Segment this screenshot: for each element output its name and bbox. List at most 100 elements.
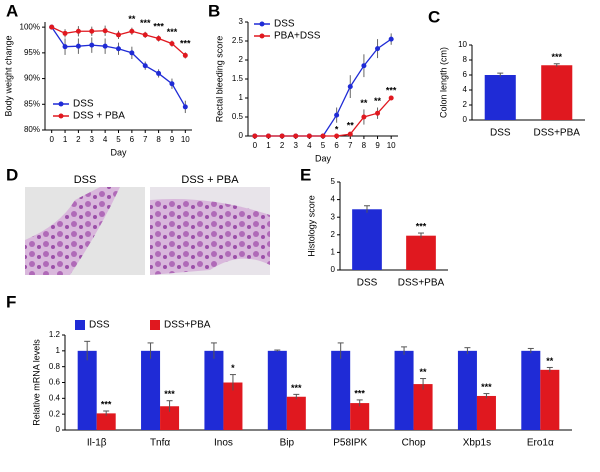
- marker: [252, 133, 258, 139]
- x-tick-label: 10: [387, 141, 396, 150]
- significance: ***: [101, 399, 112, 409]
- x-tick-label: 10: [181, 135, 190, 144]
- significance: ***: [481, 382, 492, 392]
- panel-letter: B: [208, 1, 220, 20]
- x-tick-label: 3: [294, 141, 299, 150]
- bar: [413, 384, 433, 430]
- x-tick-label: DSS: [357, 278, 378, 289]
- y-tick-label: 95%: [24, 48, 40, 57]
- x-tick-label: 1: [63, 135, 68, 144]
- y-tick-label: 0.4: [49, 393, 61, 402]
- tissue: [25, 187, 120, 275]
- marker: [49, 24, 55, 30]
- x-tick-label: 3: [90, 135, 95, 144]
- marker: [156, 35, 162, 41]
- y-tick-label: 2.5: [232, 36, 244, 45]
- series-line: [254, 38, 392, 137]
- marker: [169, 81, 175, 87]
- marker: [142, 32, 148, 38]
- marker: [265, 133, 271, 139]
- x-tick-label: Tnfα: [150, 438, 170, 449]
- marker: [116, 46, 121, 52]
- marker: [129, 50, 135, 56]
- x-tick-label: Bip: [280, 438, 295, 449]
- x-tick-label: 8: [362, 141, 367, 150]
- marker: [102, 43, 108, 49]
- series-line: [254, 97, 392, 137]
- x-tick-label: 4: [307, 141, 312, 150]
- panel-letter: F: [6, 292, 16, 311]
- y-tick-label: 1: [56, 346, 61, 355]
- significance: **: [360, 98, 368, 108]
- bar: [406, 235, 436, 270]
- y-tick-label: 4: [331, 195, 336, 204]
- legend-label: PBA+DSS: [274, 31, 321, 42]
- y-tick-label: 90%: [24, 74, 40, 83]
- bar: [352, 209, 382, 270]
- x-tick-label: Il-1β: [87, 438, 107, 449]
- marker: [156, 70, 162, 76]
- y-tick-label: 10: [458, 40, 467, 49]
- significance: **: [374, 96, 382, 106]
- significance: ***: [164, 389, 175, 399]
- x-tick-label: 7: [348, 141, 353, 150]
- significance: *: [335, 124, 339, 134]
- significance: ***: [153, 22, 164, 32]
- x-tick-label: 0: [253, 141, 258, 150]
- bar: [541, 65, 573, 120]
- legend-swatch: [259, 33, 265, 39]
- y-tick-label: 4: [463, 85, 468, 94]
- y-tick-label: 5: [331, 177, 336, 186]
- x-tick-label: DSS: [490, 128, 511, 139]
- bar: [457, 350, 477, 430]
- x-tick-label: 6: [130, 135, 135, 144]
- y-tick-label: 80%: [24, 125, 40, 134]
- marker: [375, 110, 381, 116]
- marker: [347, 84, 353, 90]
- bar: [394, 350, 414, 430]
- x-tick-label: 8: [156, 135, 161, 144]
- marker: [182, 52, 188, 58]
- legend-swatch: [259, 21, 265, 27]
- marker: [116, 32, 121, 38]
- x-tick-label: 9: [375, 141, 380, 150]
- bar: [331, 350, 351, 430]
- y-tick-label: 0.6: [49, 378, 61, 387]
- marker: [75, 28, 81, 34]
- bar: [160, 406, 180, 430]
- y-tick-label: 100%: [20, 22, 40, 31]
- marker: [347, 131, 353, 137]
- legend-label: DSS: [89, 320, 110, 331]
- legend-label: DSS: [73, 99, 94, 110]
- y-tick-label: 3: [331, 212, 336, 221]
- marker: [182, 104, 188, 110]
- significance: **: [347, 121, 355, 131]
- significance: ***: [140, 18, 151, 28]
- y-tick-label: 1: [239, 93, 244, 102]
- x-tick-label: Inos: [214, 438, 233, 449]
- image-label: DSS: [74, 174, 97, 186]
- y-tick-label: 8: [463, 55, 468, 64]
- marker: [388, 36, 394, 42]
- y-tick-label: 0.2: [49, 409, 61, 418]
- marker: [62, 44, 68, 50]
- x-tick-label: 7: [143, 135, 148, 144]
- marker: [388, 95, 394, 101]
- bar: [267, 350, 287, 430]
- legend-swatch: [58, 101, 64, 107]
- x-tick-label: 5: [116, 135, 121, 144]
- y-tick-label: 2: [463, 100, 468, 109]
- y-axis-label: Relative mRNA levels: [31, 339, 41, 426]
- marker: [169, 41, 175, 47]
- marker: [279, 133, 285, 139]
- y-axis-label: Colon length (cm): [438, 47, 448, 118]
- significance: **: [546, 356, 554, 366]
- x-tick-label: Xbp1s: [463, 438, 491, 449]
- bar: [484, 75, 516, 120]
- bar: [350, 403, 370, 430]
- significance: ***: [354, 388, 365, 398]
- y-tick-label: 1: [331, 248, 336, 257]
- y-tick-label: 2: [239, 55, 244, 64]
- legend-swatch: [75, 320, 85, 330]
- marker: [142, 63, 148, 69]
